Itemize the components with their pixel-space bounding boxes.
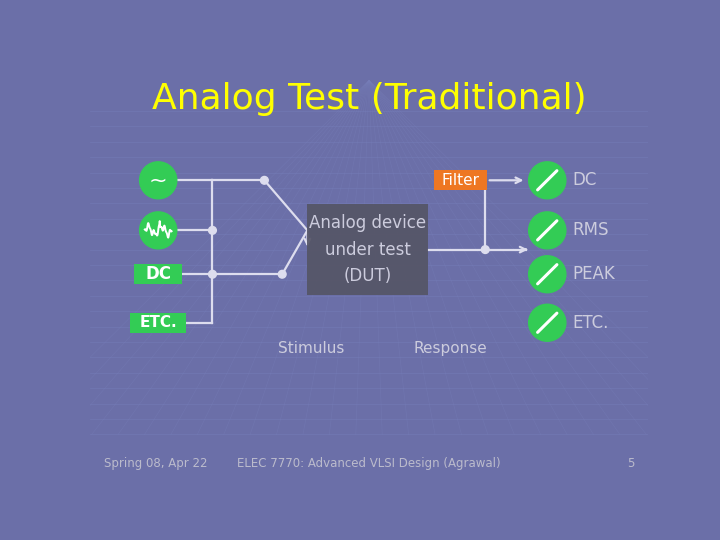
Text: Stimulus: Stimulus bbox=[278, 341, 344, 356]
Text: Analog Test (Traditional): Analog Test (Traditional) bbox=[152, 83, 586, 117]
Text: Spring 08, Apr 22: Spring 08, Apr 22 bbox=[104, 457, 207, 470]
Text: Filter: Filter bbox=[441, 173, 480, 188]
FancyBboxPatch shape bbox=[130, 313, 186, 333]
Text: RMS: RMS bbox=[572, 221, 608, 239]
Text: Response: Response bbox=[413, 341, 487, 356]
FancyBboxPatch shape bbox=[307, 204, 428, 295]
Circle shape bbox=[482, 246, 489, 253]
Circle shape bbox=[279, 271, 286, 278]
Circle shape bbox=[140, 162, 177, 199]
FancyBboxPatch shape bbox=[434, 170, 487, 190]
Circle shape bbox=[528, 212, 566, 249]
Text: 5: 5 bbox=[626, 457, 634, 470]
Text: DC: DC bbox=[145, 265, 171, 284]
Circle shape bbox=[261, 177, 269, 184]
Circle shape bbox=[528, 304, 566, 341]
Circle shape bbox=[209, 271, 216, 278]
Text: Analog device
under test
(DUT): Analog device under test (DUT) bbox=[309, 214, 426, 285]
Circle shape bbox=[528, 256, 566, 293]
Text: ~: ~ bbox=[149, 170, 168, 190]
Circle shape bbox=[209, 226, 216, 234]
FancyBboxPatch shape bbox=[134, 264, 182, 284]
Circle shape bbox=[528, 162, 566, 199]
Circle shape bbox=[140, 212, 177, 249]
Text: DC: DC bbox=[572, 171, 596, 190]
Text: ETC.: ETC. bbox=[572, 314, 608, 332]
Text: ETC.: ETC. bbox=[140, 315, 177, 330]
Text: ELEC 7770: Advanced VLSI Design (Agrawal): ELEC 7770: Advanced VLSI Design (Agrawal… bbox=[237, 457, 501, 470]
Text: PEAK: PEAK bbox=[572, 265, 615, 284]
